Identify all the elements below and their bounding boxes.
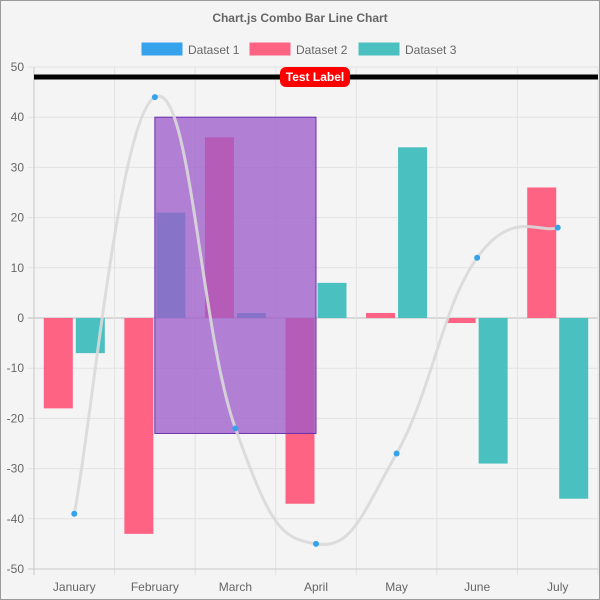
line-series	[71, 94, 561, 547]
line-point	[474, 254, 481, 261]
bar	[317, 282, 347, 318]
y-tick-label: 50	[11, 60, 25, 74]
legend-label: Dataset 2	[296, 43, 348, 57]
y-tick-label: 0	[17, 311, 24, 325]
line-point	[232, 425, 239, 432]
legend-label: Dataset 1	[188, 43, 240, 57]
line-point	[554, 224, 561, 231]
bar	[559, 318, 589, 499]
y-axis: 50 40 30 20 10 0 -10 -20 -30 -40 -50	[7, 60, 25, 576]
x-tick-label: June	[464, 580, 490, 594]
chart-title: Chart.js Combo Bar Line Chart	[212, 11, 387, 25]
line-point	[151, 94, 158, 101]
x-tick-label: January	[53, 580, 96, 594]
bar	[366, 312, 396, 318]
x-axis: January February March April May June July	[53, 580, 568, 594]
y-tick-label: 10	[11, 261, 25, 275]
x-tick-label: February	[131, 580, 179, 594]
legend-swatch	[249, 42, 291, 56]
annotation-label: Test Label	[286, 70, 344, 84]
y-tick-label: -50	[7, 562, 25, 576]
y-tick-label: 40	[11, 110, 25, 124]
legend-label: Dataset 3	[405, 43, 457, 57]
bar	[446, 318, 476, 324]
bar	[124, 318, 154, 534]
legend-swatch	[141, 42, 183, 56]
y-tick-label: -20	[7, 411, 25, 425]
legend-swatch	[358, 42, 400, 56]
annotation-label-bg	[280, 67, 350, 88]
x-tick-label: April	[304, 580, 328, 594]
bar	[527, 187, 557, 318]
bar	[43, 318, 73, 409]
y-tick-label: -40	[7, 512, 25, 526]
x-tick-label: May	[385, 580, 408, 594]
bar	[398, 147, 428, 318]
line-point	[313, 540, 319, 547]
bar	[478, 318, 508, 464]
y-tick-label: 30	[11, 160, 25, 174]
annotation-box	[154, 116, 317, 434]
box-annotation	[154, 116, 317, 434]
line-point	[393, 450, 400, 457]
x-tick-label: March	[219, 580, 252, 594]
line-point	[71, 510, 78, 517]
line-path	[72, 94, 559, 546]
y-tick-label: -30	[7, 462, 25, 476]
y-tick-label: 20	[11, 211, 25, 225]
legend[interactable]: Dataset 1 Dataset 2 Dataset 3	[141, 42, 457, 57]
y-tick-label: -10	[7, 361, 25, 375]
x-tick-label: July	[547, 580, 568, 594]
line-annotation: Test Label	[34, 67, 598, 88]
